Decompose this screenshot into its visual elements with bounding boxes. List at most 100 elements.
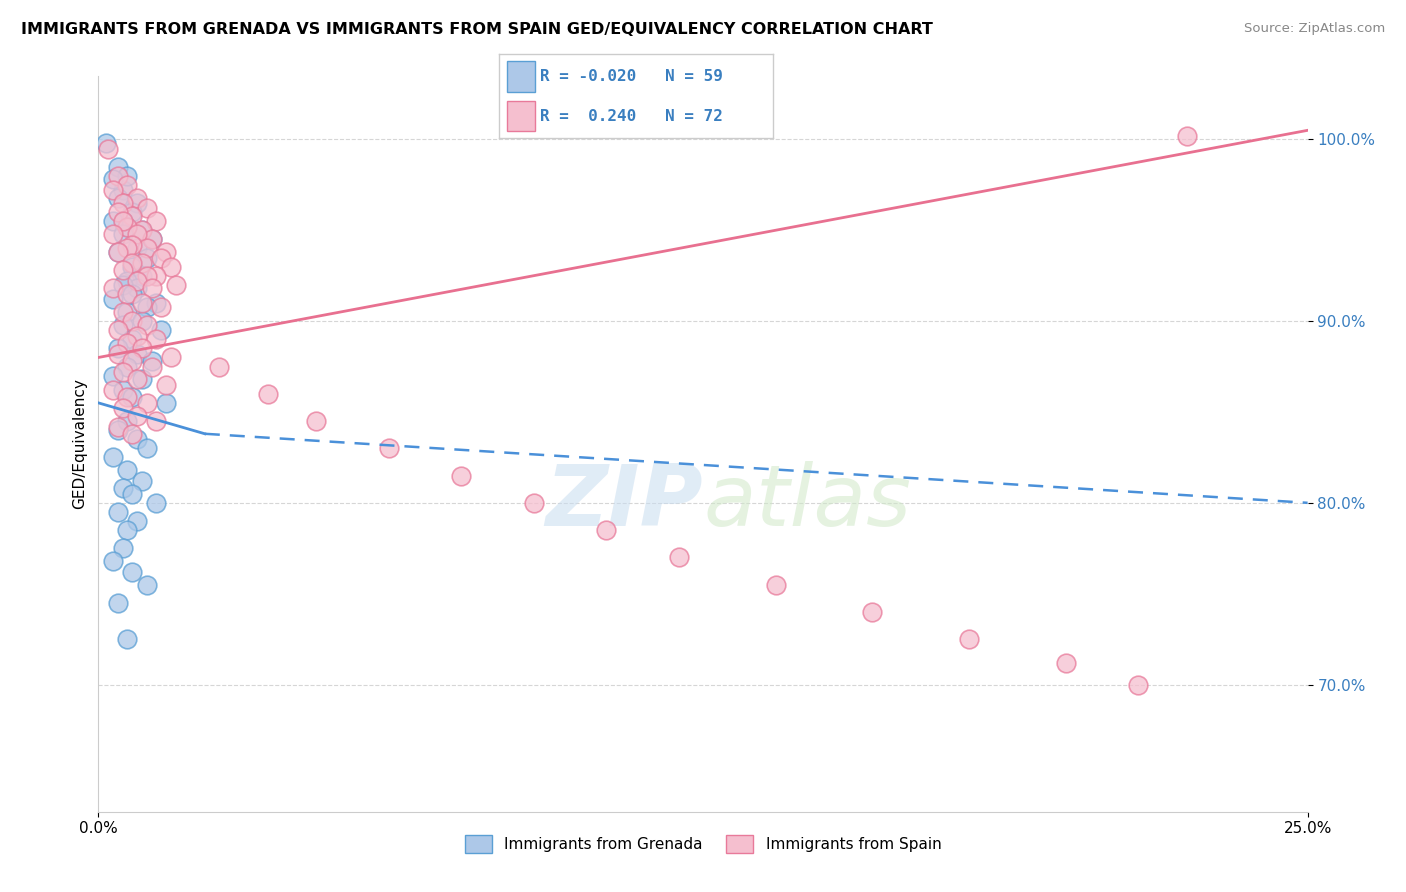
Point [107,205,129,219]
Point [111,227,134,241]
Point [957,632,980,646]
Point [111,196,134,211]
Point [145,496,167,510]
Point [595,523,617,537]
Point [150,251,173,265]
Point [131,314,153,328]
Point [155,245,177,260]
Point [111,401,134,416]
Point [150,300,173,314]
Point [107,342,129,356]
Point [127,281,149,295]
Point [135,202,157,216]
Point [127,274,149,288]
Point [127,432,149,446]
Point [117,274,139,288]
Text: R = -0.020   N = 59: R = -0.020 N = 59 [540,69,723,84]
Point [377,442,399,456]
Point [121,205,143,219]
Point [117,523,139,537]
Point [107,323,129,337]
Point [668,550,690,565]
Point [1128,677,1150,691]
Point [121,256,143,270]
Point [150,323,173,337]
Point [117,414,139,428]
Point [107,419,129,434]
Point [145,214,167,228]
Point [107,596,129,610]
Point [523,496,546,510]
Point [107,245,129,260]
Point [111,318,134,332]
Point [160,260,183,274]
Point [117,286,139,301]
Point [121,237,143,252]
Point [131,223,153,237]
Point [155,396,177,410]
Point [111,263,134,277]
Point [135,442,157,456]
Point [135,242,157,256]
Point [127,328,149,343]
Point [107,347,129,361]
Point [121,565,143,579]
Point [111,277,134,292]
Point [121,286,143,301]
Point [111,183,134,197]
Point [117,391,139,405]
Point [131,268,153,283]
Point [145,332,167,346]
Text: Source: ZipAtlas.com: Source: ZipAtlas.com [1244,22,1385,36]
Bar [508,101,534,131]
Point [101,293,124,307]
Text: IMMIGRANTS FROM GRENADA VS IMMIGRANTS FROM SPAIN GED/EQUIVALENCY CORRELATION CHA: IMMIGRANTS FROM GRENADA VS IMMIGRANTS FR… [21,22,934,37]
Point [135,577,157,591]
Point [127,196,149,211]
Point [101,450,124,465]
Point [121,209,143,223]
Point [111,383,134,397]
Point [117,242,139,256]
Point [145,414,167,428]
Point [101,383,124,397]
Point [256,386,278,401]
Point [111,305,134,319]
Point [145,296,167,310]
Point [127,227,149,241]
Point [155,377,177,392]
Point [135,318,157,332]
Point [117,178,139,192]
Point [141,359,163,374]
Point [111,481,134,495]
Point [97,141,120,155]
Point [101,183,124,197]
Point [121,260,143,274]
Point [1054,656,1077,670]
Point [127,347,149,361]
Point [127,409,149,423]
Point [131,256,153,270]
Point [117,632,139,646]
Point [117,463,139,477]
Point [131,223,153,237]
Point [121,487,143,501]
Point [131,372,153,386]
Point [101,368,124,383]
Point [121,426,143,441]
Point [160,351,183,365]
Point [107,245,129,260]
Point [131,342,153,356]
Point [111,214,134,228]
Point [127,190,149,204]
Point [101,227,124,241]
Point [121,391,143,405]
Text: R =  0.240   N = 72: R = 0.240 N = 72 [540,109,723,124]
Point [94,136,117,150]
Point [107,423,129,437]
Point [860,605,883,619]
Point [1175,128,1198,143]
Point [107,160,129,174]
Point [117,305,139,319]
Point [305,414,328,428]
